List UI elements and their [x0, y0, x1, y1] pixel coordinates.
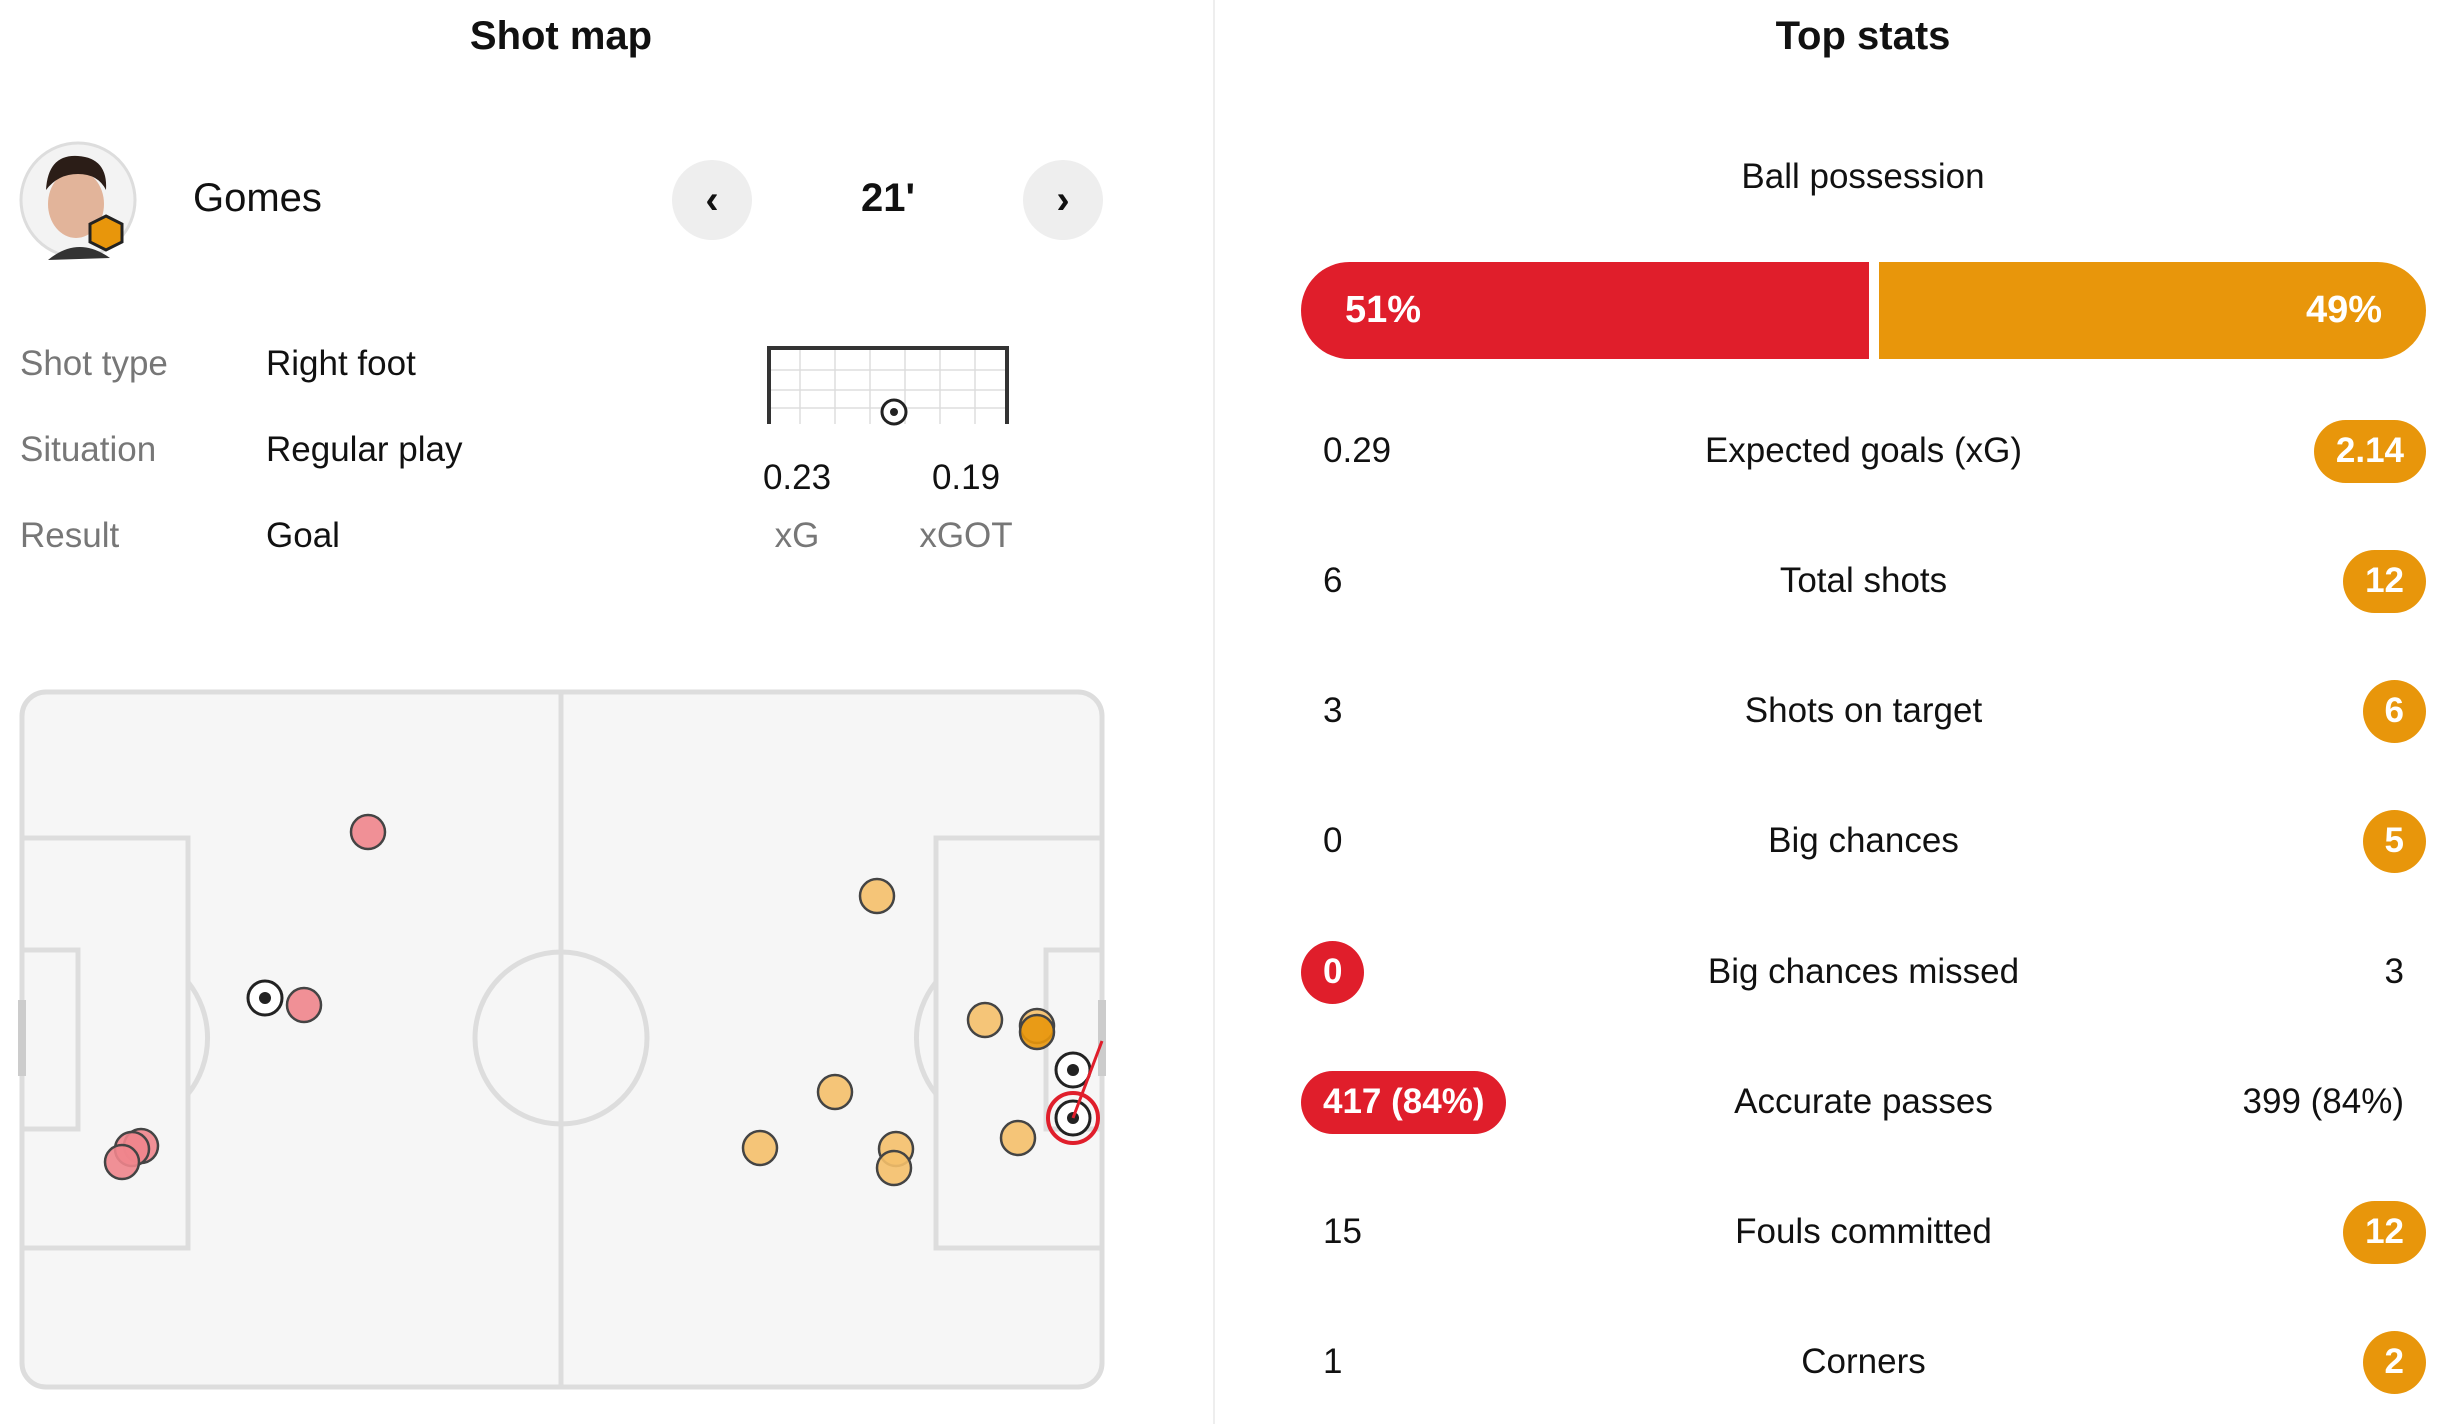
away-value: 6 [2362, 679, 2426, 743]
home-value: 15 [1323, 1212, 1362, 1251]
pitch [18, 689, 1106, 1390]
selected-shot[interactable] [1046, 1091, 1100, 1145]
player-name: Gomes [193, 176, 322, 220]
xgot-value: 0.19 [931, 458, 1001, 497]
next-shot-button[interactable]: › [1023, 160, 1103, 240]
home-possession: 51% [1301, 262, 1869, 359]
home-value: 1 [1323, 1342, 1343, 1381]
stat-label: Total shots [1779, 561, 1948, 600]
stat-label: Corners [1801, 1342, 1926, 1381]
stat-row: 0.29 Expected goals (xG) 2.14 [1301, 416, 2426, 486]
away-value: 399 (84%) [2242, 1082, 2404, 1121]
stat-label: Fouls committed [1735, 1212, 1992, 1251]
away-value: 3 [2384, 952, 2404, 991]
away-value: 5 [2362, 809, 2426, 873]
detail-label: Situation [20, 430, 157, 469]
away-value: 12 [2343, 1200, 2426, 1264]
home-value: 0.29 [1323, 431, 1392, 470]
stat-row: 3 Shots on target 6 [1301, 676, 2426, 746]
stat-row: 0 Big chances missed 3 [1301, 937, 2426, 1007]
detail-label: Result [20, 516, 120, 555]
player-avatar [19, 141, 137, 260]
home-value: 0 [1301, 940, 1365, 1004]
divider [1213, 0, 1215, 1424]
detail-value: Right foot [266, 344, 416, 383]
stat-label: Big chances missed [1707, 952, 2020, 991]
detail-value: Regular play [266, 430, 463, 469]
away-possession-label: 49% [2305, 289, 2382, 331]
stat-label: Shots on target [1744, 691, 1983, 730]
possession-bar: 51% 49% [1301, 262, 2426, 359]
xg-value: 0.23 [762, 458, 832, 497]
away-value: 2 [2362, 1330, 2426, 1394]
xg-label: xG [774, 516, 820, 555]
detail-value: Goal [266, 516, 340, 555]
home-shots [103, 813, 387, 1181]
detail-label: Shot type [20, 344, 168, 383]
goal-frame [767, 346, 1009, 426]
stat-label: Expected goals (xG) [1704, 431, 2023, 470]
home-value: 3 [1323, 691, 1343, 730]
away-shots [741, 877, 1056, 1187]
stat-row: 417 (84%) Accurate passes 399 (84%) [1301, 1067, 2426, 1137]
home-value: 6 [1323, 561, 1343, 600]
panel-title: Top stats [1775, 14, 1951, 58]
stat-row: 0 Big chances 5 [1301, 806, 2426, 876]
panel-title: Shot map [469, 14, 653, 58]
possession-label: Ball possession [1741, 157, 1985, 196]
home-value: 0 [1323, 821, 1343, 860]
away-possession: 49% [1878, 262, 2426, 359]
shot-minute: 21' [860, 176, 916, 220]
home-possession-label: 51% [1345, 289, 1422, 331]
stat-row: 1 Corners 2 [1301, 1327, 2426, 1397]
prev-shot-button[interactable]: ‹ [672, 160, 752, 240]
home-value: 417 (84%) [1301, 1070, 1507, 1134]
stat-label: Big chances [1768, 821, 1959, 860]
xgot-label: xGOT [919, 516, 1013, 555]
stat-row: 15 Fouls committed 12 [1301, 1197, 2426, 1267]
away-value: 12 [2343, 549, 2426, 613]
away-value: 2.14 [2313, 419, 2426, 483]
stat-row: 6 Total shots 12 [1301, 546, 2426, 616]
